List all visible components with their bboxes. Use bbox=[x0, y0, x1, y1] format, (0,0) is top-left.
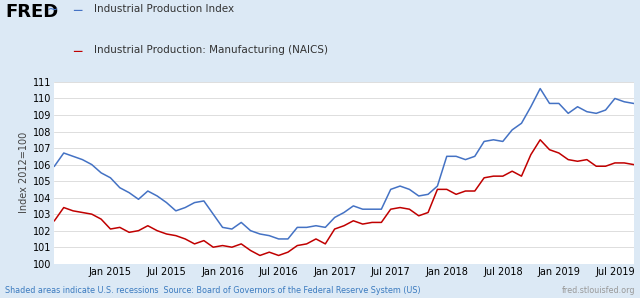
Y-axis label: Index 2012=100: Index 2012=100 bbox=[19, 132, 29, 213]
Text: Industrial Production: Manufacturing (NAICS): Industrial Production: Manufacturing (NA… bbox=[94, 45, 328, 55]
Text: ─: ─ bbox=[74, 45, 82, 59]
Text: Shaded areas indicate U.S. recessions  Source: Board of Governors of the Federal: Shaded areas indicate U.S. recessions So… bbox=[5, 286, 420, 295]
Text: Industrial Production Index: Industrial Production Index bbox=[94, 4, 234, 15]
Text: fred.stlouisfed.org: fred.stlouisfed.org bbox=[561, 286, 635, 295]
Text: FRED: FRED bbox=[5, 3, 58, 21]
Text: ─: ─ bbox=[74, 4, 82, 18]
Text: ~: ~ bbox=[46, 3, 58, 17]
